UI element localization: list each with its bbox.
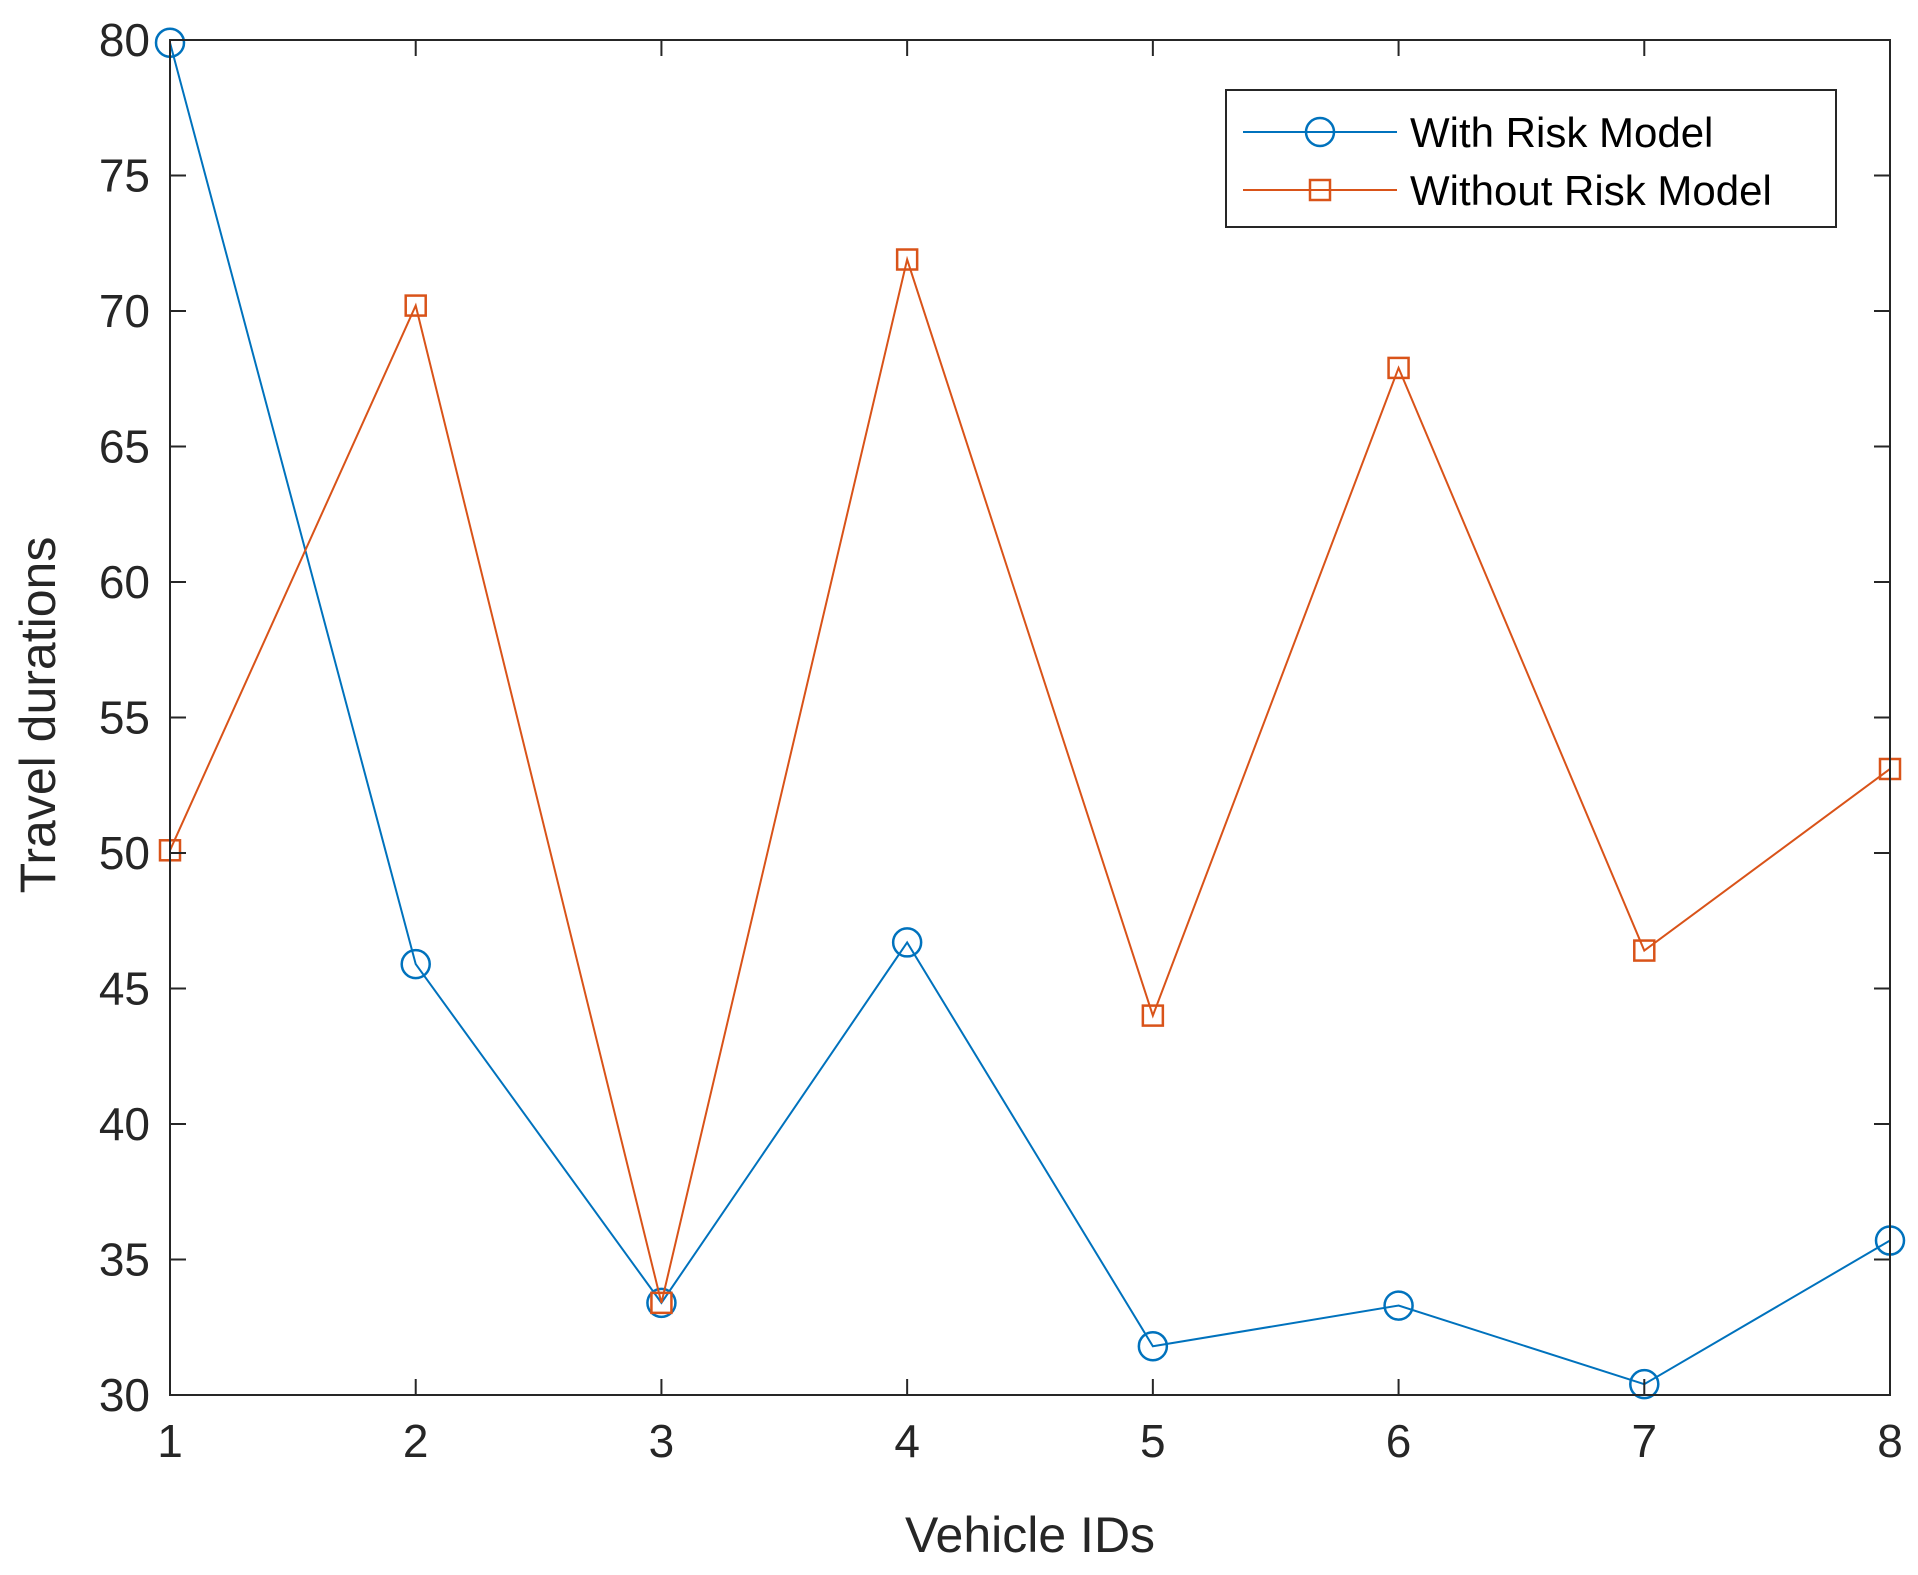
axes-layer [169, 39, 1891, 1396]
y-tick-label: 75 [99, 150, 150, 202]
y-tick-label: 35 [99, 1234, 150, 1286]
series-line [169, 42, 1891, 1386]
data-point-square [404, 294, 427, 317]
plot-area-frame [169, 39, 1891, 1396]
series-1 [158, 248, 1902, 1315]
data-point-square [1633, 939, 1656, 962]
x-tick-label: 8 [1877, 1415, 1903, 1467]
data-point-circle [1629, 1368, 1660, 1400]
y-tick-label: 60 [99, 556, 150, 608]
data-point-square [650, 1291, 673, 1315]
data-point-square [1387, 356, 1410, 380]
legend-marker-with-risk [1304, 116, 1336, 148]
legend-box [1225, 89, 1837, 228]
legend-label-without-risk: Without Risk Model [1410, 167, 1772, 214]
y-tick-label: 80 [99, 14, 150, 66]
y-tick-label: 65 [99, 421, 150, 473]
data-point-circle [646, 1287, 677, 1319]
series-line [169, 255, 1891, 1304]
y-axis-title: Travel durations [10, 537, 66, 894]
legend-label-with-risk: With Risk Model [1410, 109, 1713, 156]
y-tick-label: 55 [99, 692, 150, 744]
data-point-square [1141, 1004, 1165, 1027]
data-point-circle [1383, 1290, 1414, 1321]
legend-marker-without-risk [1308, 178, 1332, 202]
x-tick-label: 1 [157, 1415, 183, 1467]
x-tick-label: 6 [1386, 1415, 1412, 1467]
y-tick-label: 30 [99, 1369, 150, 1421]
y-tick-label: 45 [99, 963, 150, 1015]
x-tick-label: 2 [403, 1415, 429, 1467]
y-tick-label: 70 [99, 285, 150, 337]
y-tick-label: 40 [99, 1098, 150, 1150]
x-tick-label: 5 [1140, 1415, 1166, 1467]
x-tick-label: 7 [1631, 1415, 1657, 1467]
series-0 [154, 27, 1906, 1400]
data-point-circle [1137, 1330, 1169, 1362]
data-point-circle [400, 948, 431, 980]
x-tick-label: 4 [894, 1415, 920, 1467]
y-tick-label: 50 [99, 827, 150, 879]
x-tick-label: 3 [649, 1415, 675, 1467]
series-layer [154, 27, 1906, 1400]
x-axis-title: Vehicle IDs [905, 1507, 1155, 1563]
data-point-circle [891, 927, 923, 958]
data-point-square [895, 248, 919, 271]
legend: With Risk Model Without Risk Model [1225, 89, 1837, 228]
